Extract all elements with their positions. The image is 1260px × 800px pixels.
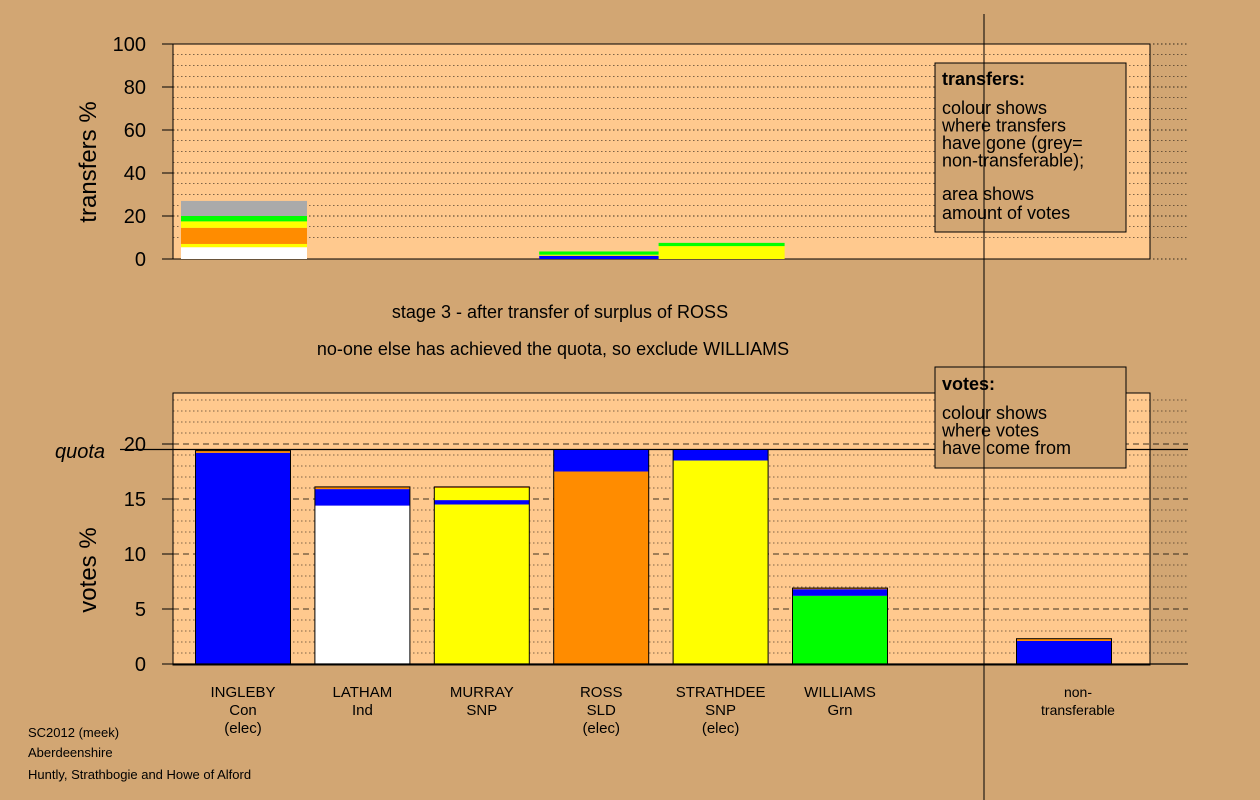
transfer-segment bbox=[658, 242, 785, 247]
legend-text: area shows bbox=[942, 184, 1034, 204]
candidate-label: Ind bbox=[352, 702, 373, 719]
legend-text: colour shows bbox=[942, 403, 1047, 423]
votes-y-axis: 0 5 10 15 20 bbox=[124, 434, 1188, 676]
transfers-panel: 0 20 40 60 80 100 transfers % transfers:colou… bbox=[75, 34, 1188, 271]
candidate-label: WILLIAMS bbox=[804, 684, 876, 701]
vote-segment bbox=[195, 450, 291, 453]
legend-title: votes: bbox=[942, 374, 995, 394]
legend-box bbox=[934, 62, 1127, 233]
legend-text: non-transferable); bbox=[942, 151, 1084, 171]
candidate-label: ROSS bbox=[580, 684, 623, 701]
candidate-label: MURRAY bbox=[450, 684, 514, 701]
vote-segment bbox=[314, 505, 410, 664]
candidate-label: STRATHDEE bbox=[676, 684, 766, 701]
candidate-label: SNP bbox=[466, 702, 497, 719]
transfer-segment bbox=[181, 227, 307, 244]
y-tick-label: 20 bbox=[124, 434, 146, 456]
candidate-label: non- bbox=[1064, 684, 1092, 700]
vote-segment bbox=[434, 504, 530, 664]
legend-text: amount of votes bbox=[942, 203, 1070, 223]
y-tick-label: 40 bbox=[124, 163, 146, 185]
candidate-label: Con bbox=[229, 702, 257, 719]
y-tick-label: 20 bbox=[124, 206, 146, 228]
transfers-y-axis-label: transfers % bbox=[75, 101, 102, 222]
transfers-y-axis: 0 20 40 60 80 100 bbox=[113, 34, 173, 271]
transfer-segment bbox=[539, 255, 666, 259]
vote-segment bbox=[1016, 638, 1112, 641]
candidate-label: SNP bbox=[705, 702, 736, 719]
vote-segment bbox=[553, 449, 649, 472]
vote-segment bbox=[792, 595, 888, 664]
vote-segment bbox=[314, 489, 410, 506]
y-tick-label: 100 bbox=[113, 34, 146, 56]
votes-y-axis-label: votes % bbox=[75, 527, 102, 612]
vote-segment bbox=[1016, 640, 1112, 664]
transfer-segment bbox=[181, 216, 307, 222]
stage-message: stage 3 - after transfer of surplus of R… bbox=[392, 302, 728, 322]
candidate-label: transferable bbox=[1041, 702, 1115, 718]
vote-segment bbox=[434, 488, 530, 501]
transfer-segment bbox=[181, 221, 307, 228]
transfer-segment bbox=[181, 247, 307, 259]
candidate-label: SLD bbox=[587, 702, 616, 719]
transfer-segment bbox=[658, 246, 785, 259]
candidate-label: Grn bbox=[827, 702, 852, 719]
y-tick-label: 60 bbox=[124, 120, 146, 142]
y-tick-label: 80 bbox=[124, 77, 146, 99]
candidate-label: (elec) bbox=[582, 720, 620, 737]
vote-segment bbox=[434, 486, 530, 488]
legend-box bbox=[934, 366, 1127, 469]
footer-line-1: SC2012 (meek) bbox=[28, 725, 119, 740]
transfer-segment bbox=[539, 251, 666, 255]
candidate-label: (elec) bbox=[702, 720, 740, 737]
y-tick-label: 15 bbox=[124, 489, 146, 511]
candidate-labels: INGLEBYCon(elec)LATHAMIndMURRAYSNPROSSSL… bbox=[210, 684, 1115, 737]
votes-panel: 0 5 10 15 20 votes % quota votes: colour show… bbox=[55, 366, 1188, 676]
y-tick-label: 0 bbox=[135, 249, 146, 271]
legend-text: where transfers bbox=[941, 116, 1066, 136]
vote-segment bbox=[553, 471, 649, 664]
candidate-label: (elec) bbox=[224, 720, 262, 737]
transfer-segment bbox=[181, 243, 307, 248]
quota-label: quota bbox=[55, 441, 105, 463]
y-tick-label: 0 bbox=[135, 654, 146, 676]
votes-bars bbox=[195, 449, 1112, 665]
legend-text: where votes bbox=[941, 421, 1039, 441]
transfers-gridlines bbox=[173, 43, 1188, 260]
candidate-label: LATHAM bbox=[333, 684, 393, 701]
vote-segment bbox=[792, 589, 888, 596]
vote-segment bbox=[434, 500, 530, 505]
footer-line-2: Aberdeenshire bbox=[28, 745, 113, 760]
transfer-segment bbox=[539, 254, 666, 256]
vote-segment bbox=[195, 452, 291, 664]
action-message: no-one else has achieved the quota, so e… bbox=[317, 339, 789, 359]
transfer-segment bbox=[181, 200, 307, 216]
legend-text: have gone (grey= bbox=[942, 133, 1083, 153]
y-tick-label: 10 bbox=[124, 544, 146, 566]
vote-segment bbox=[792, 588, 888, 590]
y-tick-label: 5 bbox=[135, 599, 146, 621]
vote-segment bbox=[673, 449, 769, 461]
candidate-label: INGLEBY bbox=[210, 684, 275, 701]
legend-text: have come from bbox=[942, 438, 1071, 458]
vote-segment bbox=[673, 460, 769, 664]
vote-segment bbox=[314, 486, 410, 490]
transfers-bars bbox=[181, 200, 785, 259]
legend-text: colour shows bbox=[942, 98, 1047, 118]
footer-line-3: Huntly, Strathbogie and Howe of Alford bbox=[28, 767, 251, 782]
